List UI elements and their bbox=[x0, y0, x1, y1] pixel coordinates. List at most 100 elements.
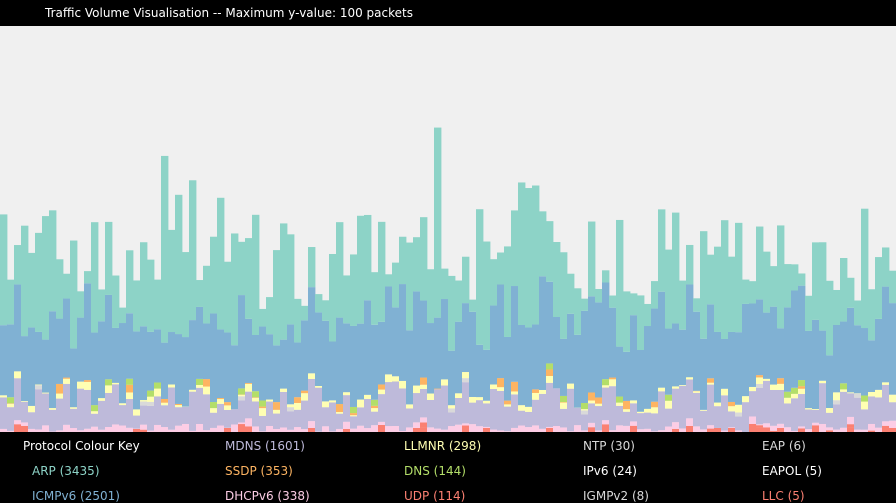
bar-segment-udp bbox=[812, 425, 819, 432]
bar-segment-arp bbox=[392, 263, 399, 308]
bar-segment-mdns bbox=[434, 389, 441, 428]
bar-segment-mdns bbox=[861, 409, 868, 429]
bar-segment-llmnr bbox=[224, 405, 231, 410]
bar-segment-dhcpv6 bbox=[882, 421, 889, 426]
bar-segment-llmnr bbox=[665, 401, 672, 409]
title-bar: Traffic Volume Visualisation -- Maximum … bbox=[0, 0, 896, 26]
bar-segment-ssdp bbox=[224, 402, 231, 405]
bar-segment-llmnr bbox=[511, 391, 518, 394]
legend-item-dns: DNS (144) bbox=[404, 464, 466, 478]
bar-segment-ntp bbox=[147, 402, 154, 406]
bar-segment-icmpv6 bbox=[119, 323, 126, 403]
bar-segment-icmpv6 bbox=[861, 328, 868, 395]
bar-segment-arp bbox=[266, 297, 273, 334]
bar-segment-icmpv6 bbox=[763, 313, 770, 379]
legend-item-llmnr: LLMNR (298) bbox=[404, 439, 481, 453]
bar-segment-arp bbox=[112, 276, 119, 328]
bar-segment-mdns bbox=[749, 391, 756, 416]
bar-segment-mdns bbox=[392, 381, 399, 426]
bar-segment-arp bbox=[707, 255, 714, 305]
bar-segment-icmpv6 bbox=[441, 299, 448, 379]
bar-segment-mdns bbox=[329, 402, 336, 431]
bar-segment-llmnr bbox=[784, 398, 791, 404]
bar-segment-dns bbox=[252, 391, 259, 397]
bar-segment-mdns bbox=[728, 411, 735, 427]
bar-segment-llmnr bbox=[91, 411, 98, 414]
bar-segment-llmnr bbox=[595, 404, 602, 406]
bar-segment-ssdp bbox=[252, 397, 259, 398]
bar-segment-ssdp bbox=[161, 399, 168, 403]
bar-segment-icmpv6 bbox=[378, 322, 385, 385]
bar-segment-mdns bbox=[161, 405, 168, 427]
bar-segment-dns bbox=[791, 388, 798, 394]
bar-segment-mdns bbox=[679, 386, 686, 429]
bar-segment-llmnr bbox=[210, 408, 217, 413]
bar-segment-ssdp bbox=[588, 393, 595, 401]
bar-segment-arp bbox=[308, 247, 315, 287]
bar-segment-arp bbox=[812, 242, 819, 320]
bar-segment-dns bbox=[350, 407, 357, 413]
bar-segment-arp bbox=[42, 216, 49, 340]
bar-segment-ntp bbox=[287, 407, 294, 411]
bar-segment-llmnr bbox=[812, 409, 819, 410]
bar-segment-ssdp bbox=[217, 398, 224, 399]
bar-segment-icmpv6 bbox=[154, 329, 161, 382]
bar-segment-ssdp bbox=[126, 385, 133, 393]
bar-segment-mdns bbox=[238, 400, 245, 422]
bar-segment-llmnr bbox=[714, 403, 721, 407]
bar-segment-arp bbox=[665, 250, 672, 329]
bar-segment-mdns bbox=[322, 407, 329, 426]
bar-segment-icmpv6 bbox=[525, 328, 532, 407]
bar-segment-icmpv6 bbox=[7, 324, 14, 397]
bar-segment-arp bbox=[7, 280, 14, 325]
bar-segment-ssdp bbox=[336, 404, 343, 412]
bar-segment-mdns bbox=[462, 382, 469, 423]
bar-segment-icmpv6 bbox=[112, 328, 119, 383]
bar-segment-mdns bbox=[595, 406, 602, 430]
bar-segment-mdns bbox=[14, 378, 21, 420]
bar-segment-icmpv6 bbox=[574, 335, 581, 408]
bar-segment-llmnr bbox=[826, 408, 833, 413]
bar-segment-icmpv6 bbox=[651, 309, 658, 402]
bar-segment-ssdp bbox=[504, 401, 511, 405]
bar-segment-llmnr bbox=[238, 395, 245, 397]
bar-segment-icmpv6 bbox=[588, 296, 595, 392]
bar-segment-llmnr bbox=[490, 385, 497, 390]
bar-segment-icmpv6 bbox=[497, 285, 504, 379]
bar-segment-mdns bbox=[154, 396, 161, 425]
bar-segment-llmnr bbox=[105, 385, 112, 393]
bar-segment-udp bbox=[602, 424, 609, 432]
bar-segment-arp bbox=[273, 250, 280, 345]
bar-segment-dhcpv6 bbox=[14, 420, 21, 424]
bar-segment-llmnr bbox=[763, 379, 770, 381]
bar-segment-arp bbox=[875, 257, 882, 319]
bar-segment-arp bbox=[798, 273, 805, 285]
bar-segment-icmpv6 bbox=[357, 324, 364, 400]
bar-segment-dhcpv6 bbox=[532, 425, 539, 432]
bar-segment-icmpv6 bbox=[595, 302, 602, 397]
bar-segment-icmpv6 bbox=[875, 319, 882, 390]
bar-segment-arp bbox=[427, 269, 434, 323]
bar-segment-icmpv6 bbox=[679, 330, 686, 385]
bar-segment-arp bbox=[280, 223, 287, 339]
bar-segment-icmpv6 bbox=[0, 325, 7, 395]
protocol-colour-key: Protocol Colour Key ARP (3435) ICMPv6 (2… bbox=[0, 432, 896, 502]
bar-segment-ntp bbox=[462, 378, 469, 382]
bar-segment-arp bbox=[357, 216, 364, 324]
legend-item-udp: UDP (114) bbox=[404, 489, 465, 503]
bar-segment-mdns bbox=[168, 388, 175, 430]
bar-segment-mdns bbox=[112, 384, 119, 424]
bar-segment-dhcpv6 bbox=[574, 425, 581, 432]
bar-segment-llmnr bbox=[819, 381, 826, 383]
bar-segment-mdns bbox=[847, 393, 854, 417]
bar-segment-mdns bbox=[469, 403, 476, 425]
bar-segment-ntp bbox=[833, 400, 840, 404]
bar-segment-mdns bbox=[616, 406, 623, 425]
bar-segment-arp bbox=[483, 242, 490, 350]
bar-segment-dhcpv6 bbox=[546, 427, 553, 428]
bar-segment-llmnr bbox=[287, 404, 294, 407]
bar-segment-arp bbox=[329, 254, 336, 342]
bar-segment-mdns bbox=[609, 386, 616, 430]
bar-segment-dns bbox=[798, 380, 805, 386]
bar-segment-icmpv6 bbox=[126, 313, 133, 378]
